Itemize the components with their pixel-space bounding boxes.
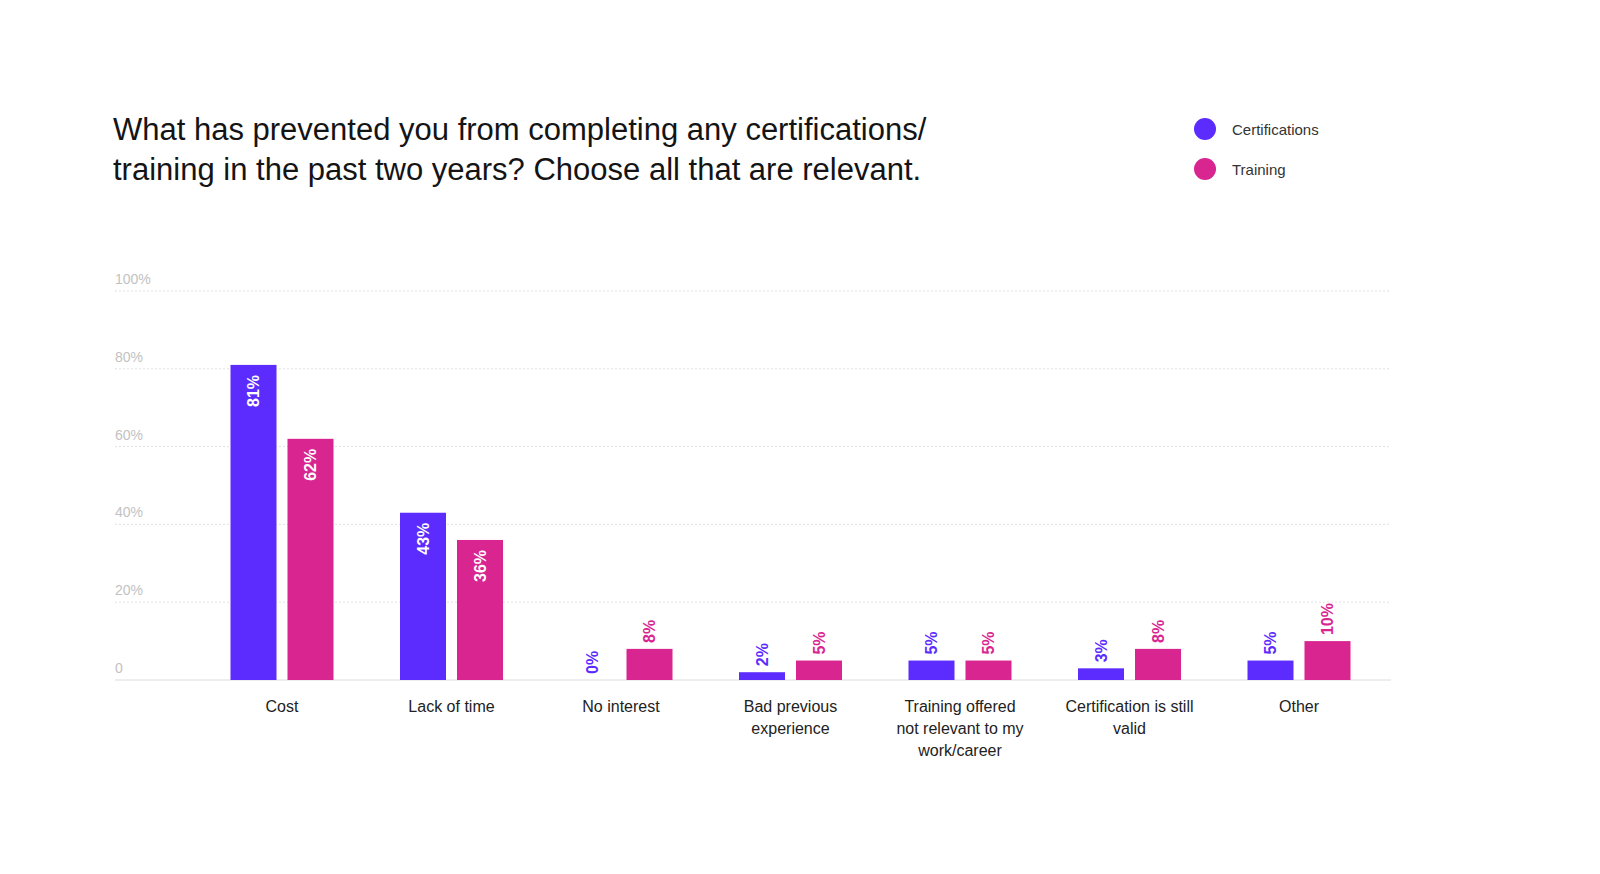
x-tick-label: Lack of time: [408, 698, 494, 715]
grid-line: [115, 368, 1391, 369]
legend: Certifications Training: [1194, 118, 1319, 180]
x-tick-label-line: Lack of time: [408, 698, 494, 715]
data-label: 2%: [754, 643, 771, 666]
data-label: 8%: [1150, 620, 1167, 643]
bar: [1305, 641, 1351, 680]
data-labels: 81% 43% 0% 2% 5% 3% 5% 62% 36% 8% 5% 5% 8% 10%: [245, 375, 1336, 674]
data-label: 5%: [1262, 631, 1279, 654]
y-tick-label: 40%: [115, 504, 143, 520]
x-tick-label: Training offered not relevant to my work/c…: [896, 698, 1023, 759]
grid-line: [115, 291, 1391, 292]
x-tick-label-line: valid: [1113, 720, 1146, 737]
bar: [231, 365, 277, 680]
data-label: 36%: [472, 550, 489, 582]
legend-label: Training: [1232, 161, 1286, 178]
x-tick-label-line: not relevant to my: [896, 720, 1023, 737]
y-tick-label: 80%: [115, 349, 143, 365]
x-tick-label-line: experience: [751, 720, 829, 737]
bar: [1078, 668, 1124, 680]
x-tick-label: No interest: [582, 698, 660, 715]
bar: [570, 680, 616, 681]
bar: [1248, 661, 1294, 680]
data-label: 5%: [811, 631, 828, 654]
data-label: 5%: [980, 631, 997, 654]
data-label: 81%: [245, 375, 262, 407]
bar: [457, 540, 503, 680]
x-tick-label-line: No interest: [582, 698, 660, 715]
x-tick-label-line: Certification is still: [1065, 698, 1193, 715]
y-tick-label: 0: [115, 660, 123, 676]
x-tick-label-line: work/career: [917, 742, 1002, 759]
bar: [909, 661, 955, 680]
y-tick-label: 20%: [115, 582, 143, 598]
bar: [966, 661, 1012, 680]
data-label: 3%: [1093, 639, 1110, 662]
x-tick-label-line: Other: [1279, 698, 1320, 715]
bar: [400, 513, 446, 680]
x-tick-label: Other: [1279, 698, 1320, 715]
x-tick-label: Cost: [266, 698, 299, 715]
data-label: 10%: [1319, 603, 1336, 635]
x-tick-label: Certification is still valid: [1065, 698, 1193, 737]
bar: [627, 649, 673, 680]
data-label: 5%: [923, 631, 940, 654]
x-tick-label-line: Bad previous: [744, 698, 837, 715]
title: What has prevented you from completing a…: [113, 112, 927, 187]
bar: [288, 439, 334, 680]
data-label: 8%: [641, 620, 658, 643]
bar: [796, 661, 842, 680]
bar: [739, 672, 785, 680]
x-tick-label-line: Training offered: [904, 698, 1015, 715]
x-tick-label: Bad previous experience: [744, 698, 837, 737]
bars: [231, 365, 1351, 680]
x-axis: Cost Lack of time No interest Bad previous e…: [266, 698, 1320, 759]
y-tick-label: 100%: [115, 271, 151, 287]
x-tick-label-line: Cost: [266, 698, 299, 715]
grid: 0 20% 40% 60% 80% 100%: [115, 271, 1391, 680]
data-label: 43%: [415, 523, 432, 555]
title-line: training in the past two years? Choose a…: [113, 152, 921, 187]
bar: [1135, 649, 1181, 680]
data-label: 62%: [302, 449, 319, 481]
title-line: What has prevented you from completing a…: [113, 112, 927, 147]
legend-swatch: [1194, 158, 1216, 180]
legend-label: Certifications: [1232, 121, 1319, 138]
data-label: 0%: [584, 651, 601, 674]
legend-swatch: [1194, 118, 1216, 140]
y-tick-label: 60%: [115, 427, 143, 443]
chart: What has prevented you from completing a…: [0, 0, 1600, 874]
